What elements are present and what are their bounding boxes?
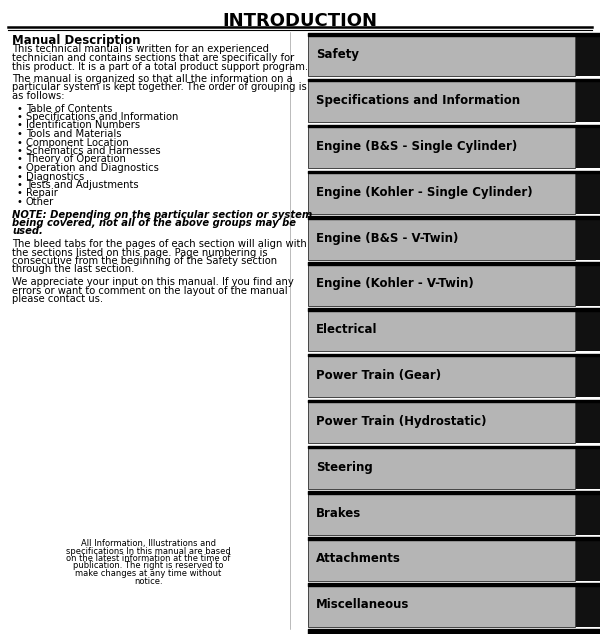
Text: The manual is organized so that all the information on a: The manual is organized so that all the … (12, 74, 293, 84)
Bar (308, 400, 575, 443)
Text: The bleed tabs for the pages of each section will align with: The bleed tabs for the pages of each sec… (12, 239, 307, 249)
Text: Table of Contents: Table of Contents (26, 103, 112, 113)
Text: Engine (Kohler - V-Twin): Engine (Kohler - V-Twin) (316, 278, 474, 290)
Bar (576, 583, 600, 626)
Text: Engine (B&S - Single Cylinder): Engine (B&S - Single Cylinder) (316, 140, 517, 153)
Bar (576, 216, 600, 260)
Bar (576, 171, 600, 214)
Text: Brakes: Brakes (316, 507, 361, 520)
Text: through the last section.: through the last section. (12, 264, 134, 275)
Text: the sections listed on this page. Page numbering is: the sections listed on this page. Page n… (12, 247, 268, 257)
Bar (308, 537, 575, 581)
Text: Component Location: Component Location (26, 138, 129, 148)
Bar (576, 33, 600, 76)
Text: •: • (16, 138, 22, 148)
Text: Manual Description: Manual Description (12, 34, 140, 47)
Bar (308, 354, 575, 398)
Text: Attachments: Attachments (316, 552, 401, 566)
Text: •: • (16, 120, 22, 131)
Text: as follows:: as follows: (12, 91, 65, 101)
Text: specifications In this manual are based: specifications In this manual are based (66, 547, 231, 555)
Text: NOTE: Depending on the particular section or system: NOTE: Depending on the particular sectio… (12, 209, 312, 219)
Text: used.: used. (12, 226, 43, 236)
Bar (308, 583, 575, 626)
Text: Power Train (Gear): Power Train (Gear) (316, 369, 441, 382)
Text: •: • (16, 155, 22, 164)
Text: particular system is kept together. The order of grouping is: particular system is kept together. The … (12, 82, 307, 93)
Text: •: • (16, 163, 22, 173)
Text: •: • (16, 112, 22, 122)
Bar (576, 262, 600, 306)
Bar (308, 491, 575, 535)
Bar (308, 79, 575, 122)
Text: technician and contains sections that are specifically for: technician and contains sections that ar… (12, 53, 294, 63)
Text: Electrical: Electrical (316, 323, 377, 336)
Text: Schematics and Harnesses: Schematics and Harnesses (26, 146, 161, 156)
Text: •: • (16, 172, 22, 181)
Text: notice.: notice. (134, 576, 163, 586)
Bar (576, 400, 600, 443)
Text: INTRODUCTION: INTRODUCTION (223, 12, 377, 30)
Bar (576, 125, 600, 168)
Bar (576, 79, 600, 122)
Text: Engine (B&S - V-Twin): Engine (B&S - V-Twin) (316, 231, 458, 245)
Text: this product. It is a part of a total product support program.: this product. It is a part of a total pr… (12, 61, 308, 72)
Text: Safety: Safety (316, 48, 359, 61)
Bar (308, 446, 575, 489)
Text: make changes at any time without: make changes at any time without (76, 569, 221, 578)
Bar (308, 125, 575, 168)
Bar (308, 171, 575, 214)
Text: Specifications and Information: Specifications and Information (316, 94, 520, 107)
Text: •: • (16, 129, 22, 139)
Bar (576, 446, 600, 489)
Text: consecutive from the beginning of the Safety section: consecutive from the beginning of the Sa… (12, 256, 277, 266)
Text: All Information, Illustrations and: All Information, Illustrations and (81, 539, 216, 548)
Bar (308, 262, 575, 306)
Bar (576, 308, 600, 351)
Text: Power Train (Hydrostatic): Power Train (Hydrostatic) (316, 415, 487, 428)
Text: Tools and Materials: Tools and Materials (26, 129, 121, 139)
Text: Tests and Adjustments: Tests and Adjustments (26, 180, 139, 190)
Text: •: • (16, 188, 22, 198)
Bar (308, 308, 575, 351)
Text: Engine (Kohler - Single Cylinder): Engine (Kohler - Single Cylinder) (316, 186, 533, 198)
Text: being covered, not all of the above groups may be: being covered, not all of the above grou… (12, 218, 296, 228)
Bar (576, 354, 600, 398)
Text: on the latest information at the time of: on the latest information at the time of (67, 554, 230, 563)
Text: Other: Other (26, 197, 54, 207)
Bar (576, 537, 600, 581)
Text: publication. The right is reserved to: publication. The right is reserved to (73, 562, 224, 571)
Text: Identification Numbers: Identification Numbers (26, 120, 140, 131)
Bar (576, 491, 600, 535)
Text: We appreciate your input on this manual. If you find any: We appreciate your input on this manual.… (12, 277, 294, 287)
Text: Specifications and Information: Specifications and Information (26, 112, 178, 122)
Text: •: • (16, 197, 22, 207)
Text: Steering: Steering (316, 461, 373, 474)
Text: This technical manual is written for an experienced: This technical manual is written for an … (12, 44, 269, 55)
Text: •: • (16, 103, 22, 113)
Bar (308, 33, 575, 76)
Text: Operation and Diagnostics: Operation and Diagnostics (26, 163, 159, 173)
Text: Diagnostics: Diagnostics (26, 172, 84, 181)
Text: •: • (16, 180, 22, 190)
Text: Repair: Repair (26, 188, 58, 198)
Text: •: • (16, 146, 22, 156)
Text: please contact us.: please contact us. (12, 294, 103, 304)
Text: errors or want to comment on the layout of the manual: errors or want to comment on the layout … (12, 285, 287, 295)
Text: Miscellaneous: Miscellaneous (316, 598, 409, 611)
Text: Theory of Operation: Theory of Operation (26, 155, 126, 164)
Bar (308, 216, 575, 260)
